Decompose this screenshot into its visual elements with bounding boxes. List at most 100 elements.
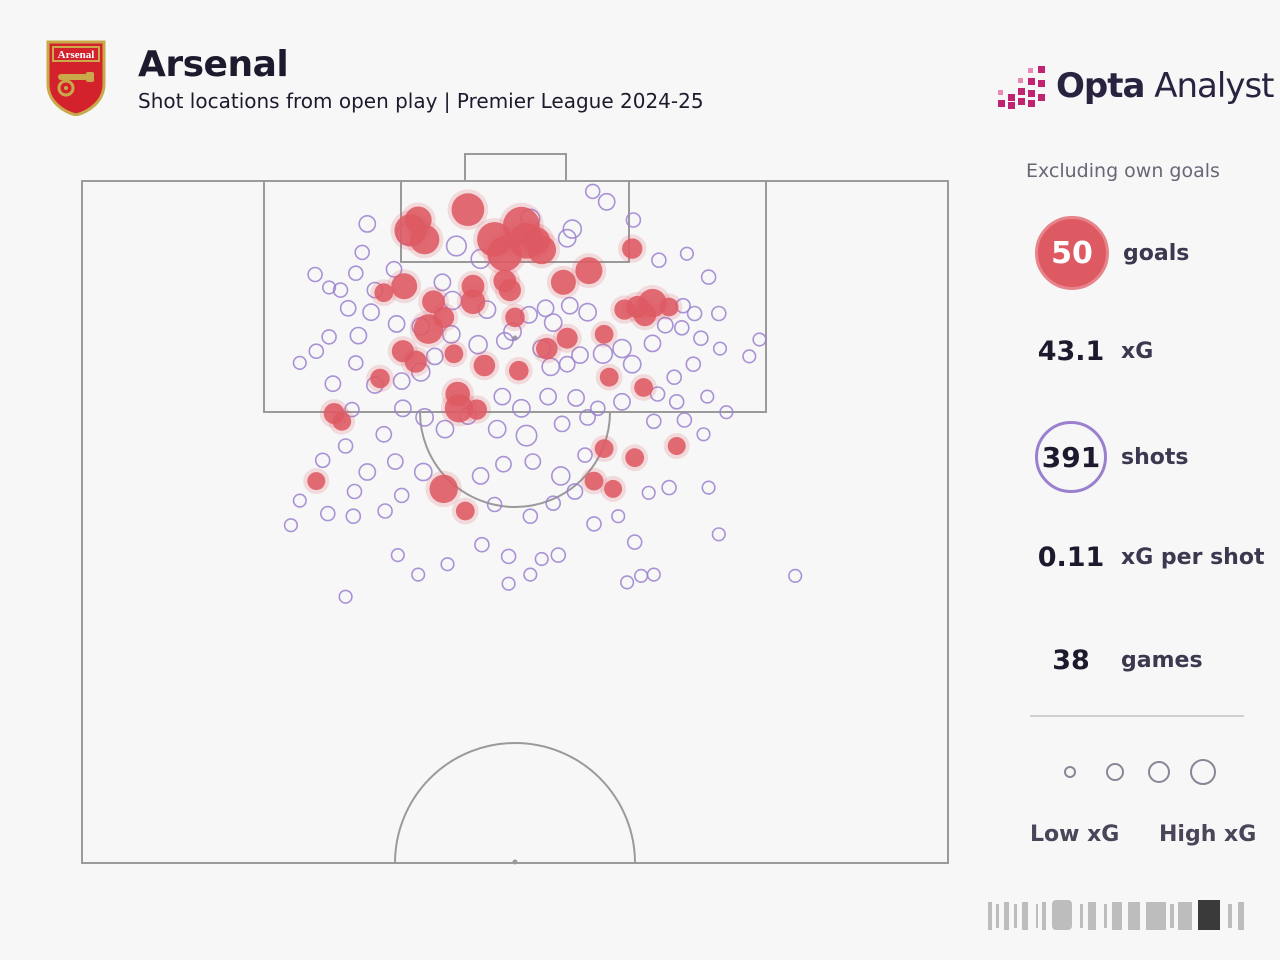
opta-analyst-logo-icon (998, 66, 1045, 109)
shot-point (442, 290, 463, 311)
goal-point (599, 367, 619, 387)
centre-spot (512, 859, 518, 865)
goal-point-halo (483, 232, 527, 276)
goal-point-halo (441, 377, 475, 411)
goal-point (461, 274, 485, 298)
shot-point (668, 393, 685, 410)
goal-point (626, 295, 649, 319)
goal-point-halo (390, 210, 431, 251)
brand-name-light: Analyst (1144, 66, 1274, 106)
shot-point (676, 412, 693, 428)
shot-point (441, 324, 461, 344)
shot-point (425, 347, 444, 366)
goal-point-halo (499, 202, 544, 248)
games-label: games (1121, 648, 1203, 673)
shot-point (393, 399, 412, 418)
shot-point (532, 339, 552, 359)
arsenal-crest-icon: Arsenal (46, 40, 106, 116)
legend-circle-small (1106, 763, 1124, 781)
goal-point (307, 472, 326, 491)
legend-low-label: Low xG (1030, 822, 1120, 847)
goal-point (404, 350, 427, 373)
pitch-outline (81, 180, 949, 864)
shot-point (686, 305, 703, 322)
shot-point (752, 332, 767, 347)
goal-point-halo (319, 399, 349, 428)
shot-point (413, 462, 433, 482)
goal-point-halo (429, 302, 459, 332)
shot-point (474, 536, 490, 553)
shot-point (641, 485, 656, 500)
non-goal-shots (283, 183, 803, 604)
goal-point (444, 344, 464, 364)
shot-point (700, 269, 717, 285)
goal-point-halo (618, 234, 647, 263)
goal-point-halo (501, 303, 529, 332)
shot-point (613, 392, 631, 411)
goal-point (445, 381, 471, 407)
games-value: 38 (1052, 645, 1090, 676)
shot-point (656, 316, 674, 334)
goal-shots (303, 189, 690, 525)
shot-point (742, 349, 757, 364)
shot-point (501, 576, 516, 591)
shot-point (512, 398, 531, 418)
shot-point (619, 575, 635, 590)
shot-point (560, 296, 579, 315)
shot-point (520, 208, 541, 229)
shot-point (515, 424, 538, 447)
shot-point (440, 557, 455, 572)
xg-size-legend (1064, 759, 1216, 785)
shot-point (390, 547, 405, 563)
shot-point (693, 330, 709, 347)
shot-point (415, 407, 435, 427)
goal-point (556, 327, 578, 349)
shot-point (385, 260, 403, 278)
shot-point (366, 281, 384, 299)
watermark-strip-icon (988, 900, 1244, 930)
shot-point (577, 447, 593, 463)
shot-point (292, 493, 307, 508)
shot-point (314, 452, 331, 469)
goal-point-halo (473, 218, 517, 261)
shot-point (487, 419, 507, 439)
goal-point-halo (405, 220, 444, 259)
goal-point-halo (489, 265, 521, 297)
shot-point (347, 355, 364, 371)
goal-point-halo (400, 202, 436, 238)
goal-point (498, 279, 521, 302)
shot-point (536, 299, 555, 318)
goal-point-halo (409, 310, 448, 348)
shot-point (534, 551, 549, 567)
shot-point (377, 503, 393, 519)
goal-point (493, 269, 517, 293)
shot-point (643, 334, 662, 353)
shot-point (550, 547, 567, 563)
shot-point (545, 495, 562, 512)
shot-point (649, 386, 666, 402)
goal-point (413, 314, 444, 344)
shot-point (338, 589, 353, 604)
goal-point (614, 299, 635, 320)
xg-per-shot-label: xG per shot (1121, 545, 1265, 570)
shot-point (522, 508, 539, 525)
xg-per-shot-stat: 0.11 xG per shot (1035, 542, 1265, 573)
shot-point (562, 219, 583, 239)
goal-point-halo (418, 286, 449, 318)
legend-circle-medium (1148, 761, 1170, 783)
shot-point (386, 453, 404, 470)
goal-point-halo (440, 340, 468, 368)
shot-point (362, 303, 381, 322)
goal-point (460, 289, 486, 315)
goal-point (523, 227, 551, 255)
goal-point (451, 193, 485, 227)
shot-point (719, 405, 734, 420)
shot-point (324, 375, 342, 393)
shot-point (612, 338, 632, 359)
goal-point (634, 378, 653, 397)
shot-point (337, 438, 354, 454)
goal-point-halo (400, 346, 431, 377)
shot-point (646, 567, 661, 582)
goal-point-halo (590, 435, 618, 462)
goal-point (584, 471, 604, 491)
